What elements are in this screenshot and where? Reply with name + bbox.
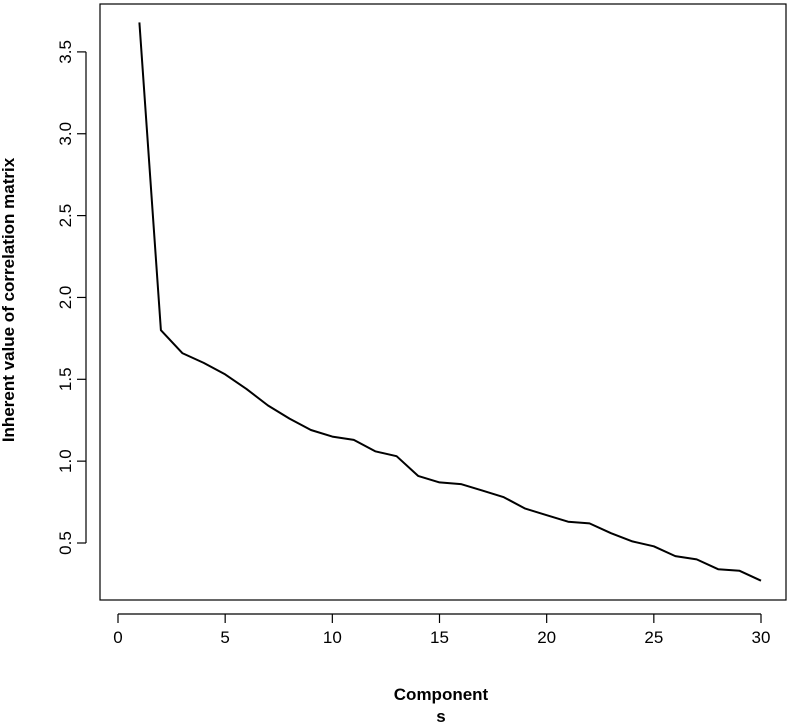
x-tick-label: 5 xyxy=(220,628,229,647)
x-tick-label: 30 xyxy=(752,628,771,647)
x-axis: 0 5 10 15 20 25 30 xyxy=(113,613,771,647)
series-layer xyxy=(138,22,762,582)
y-tick-label: 3.0 xyxy=(56,122,75,146)
x-tick-label: 0 xyxy=(113,628,122,647)
x-tick-label: 15 xyxy=(430,628,449,647)
x-tick-label: 10 xyxy=(323,628,342,647)
series-line xyxy=(138,22,762,582)
x-axis-title-line-2: s xyxy=(436,707,445,726)
y-tick-label: 1.0 xyxy=(56,449,75,473)
y-tick-label: 2.0 xyxy=(56,286,75,310)
y-tick-label: 0.5 xyxy=(56,531,75,555)
x-tick-label: 25 xyxy=(644,628,663,647)
x-tick-label: 20 xyxy=(537,628,556,647)
y-tick-label: 3.5 xyxy=(56,40,75,64)
y-tick-label: 1.5 xyxy=(56,367,75,391)
y-axis-title: Inherent value of correlation matrix xyxy=(0,157,18,442)
x-axis-title-line-1: Component xyxy=(394,685,489,704)
plot-frame xyxy=(99,3,787,601)
y-axis: 0.5 1.0 1.5 2.0 2.5 3.0 3.5 xyxy=(56,40,87,555)
y-tick-label: 2.5 xyxy=(56,204,75,228)
